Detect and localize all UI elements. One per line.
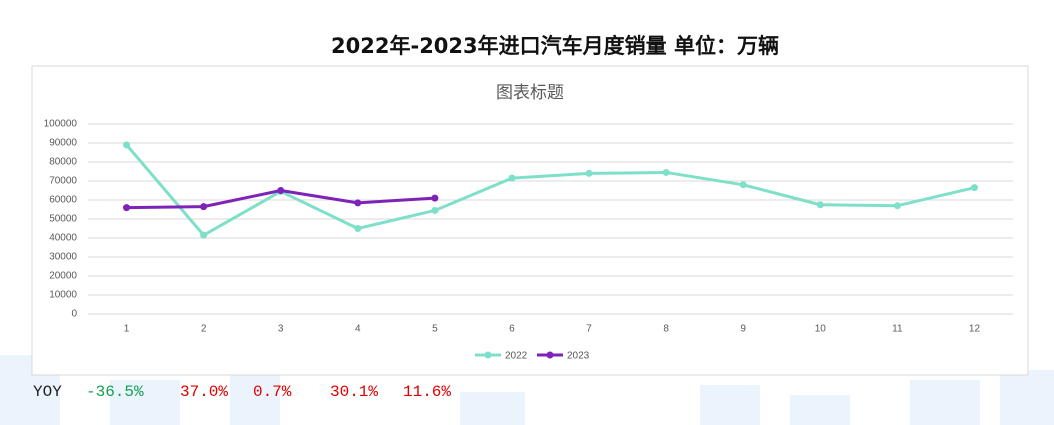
background-decoration xyxy=(0,355,1054,425)
yoy-value: 30.1% xyxy=(330,383,378,401)
data-point xyxy=(354,199,362,207)
y-tick-label: 0 xyxy=(71,309,77,320)
data-point xyxy=(585,169,593,177)
y-tick-label: 100000 xyxy=(44,119,78,130)
chart-subtitle: 图表标题 xyxy=(496,83,564,103)
series-line xyxy=(125,143,975,237)
x-tick-label: 3 xyxy=(278,324,284,335)
yoy-value: -36.5% xyxy=(86,383,144,401)
y-tick-label: 20000 xyxy=(49,271,77,282)
x-tick-label: 5 xyxy=(432,324,438,335)
y-tick-label: 50000 xyxy=(49,214,77,225)
legend-label: 2022 xyxy=(505,351,528,362)
data-point xyxy=(123,141,131,149)
x-tick-label: 8 xyxy=(663,324,669,335)
data-point xyxy=(508,174,516,182)
yoy-value: 0.7% xyxy=(253,383,292,401)
plot-frame xyxy=(31,65,1029,376)
data-point xyxy=(277,187,285,194)
y-tick-label: 60000 xyxy=(49,195,77,206)
y-tick-label: 40000 xyxy=(49,233,77,244)
x-tick-label: 7 xyxy=(586,324,592,335)
x-tick-label: 9 xyxy=(740,324,746,335)
y-tick-label: 30000 xyxy=(49,252,77,263)
legend-marker xyxy=(484,351,492,359)
data-point xyxy=(200,203,208,211)
x-tick-label: 12 xyxy=(969,324,981,335)
yoy-value: 11.6% xyxy=(403,383,451,401)
y-tick-label: 70000 xyxy=(49,176,77,187)
data-point xyxy=(816,201,824,209)
x-tick-label: 2 xyxy=(201,324,207,335)
legend-label: 2023 xyxy=(567,351,590,362)
data-point xyxy=(662,168,670,176)
y-tick-label: 90000 xyxy=(49,138,77,149)
y-tick-label: 80000 xyxy=(49,157,77,168)
yoy-value: 37.0% xyxy=(180,383,228,401)
data-point xyxy=(431,194,439,202)
chart-title: 2022年-2023年进口汽车月度销量 单位：万辆 xyxy=(331,34,779,58)
yoy-label: YOY xyxy=(33,383,62,401)
data-point xyxy=(431,206,439,214)
data-point xyxy=(200,231,208,239)
data-point xyxy=(123,204,131,212)
data-point xyxy=(970,184,978,192)
x-tick-label: 10 xyxy=(815,324,827,335)
x-tick-label: 11 xyxy=(892,324,903,335)
x-tick-label: 1 xyxy=(124,324,130,335)
x-tick-label: 4 xyxy=(355,324,361,335)
data-point xyxy=(739,181,747,189)
x-tick-label: 6 xyxy=(509,324,515,335)
legend-marker xyxy=(546,351,554,359)
y-tick-label: 10000 xyxy=(49,290,77,301)
data-point xyxy=(893,202,901,210)
data-point xyxy=(354,225,362,232)
